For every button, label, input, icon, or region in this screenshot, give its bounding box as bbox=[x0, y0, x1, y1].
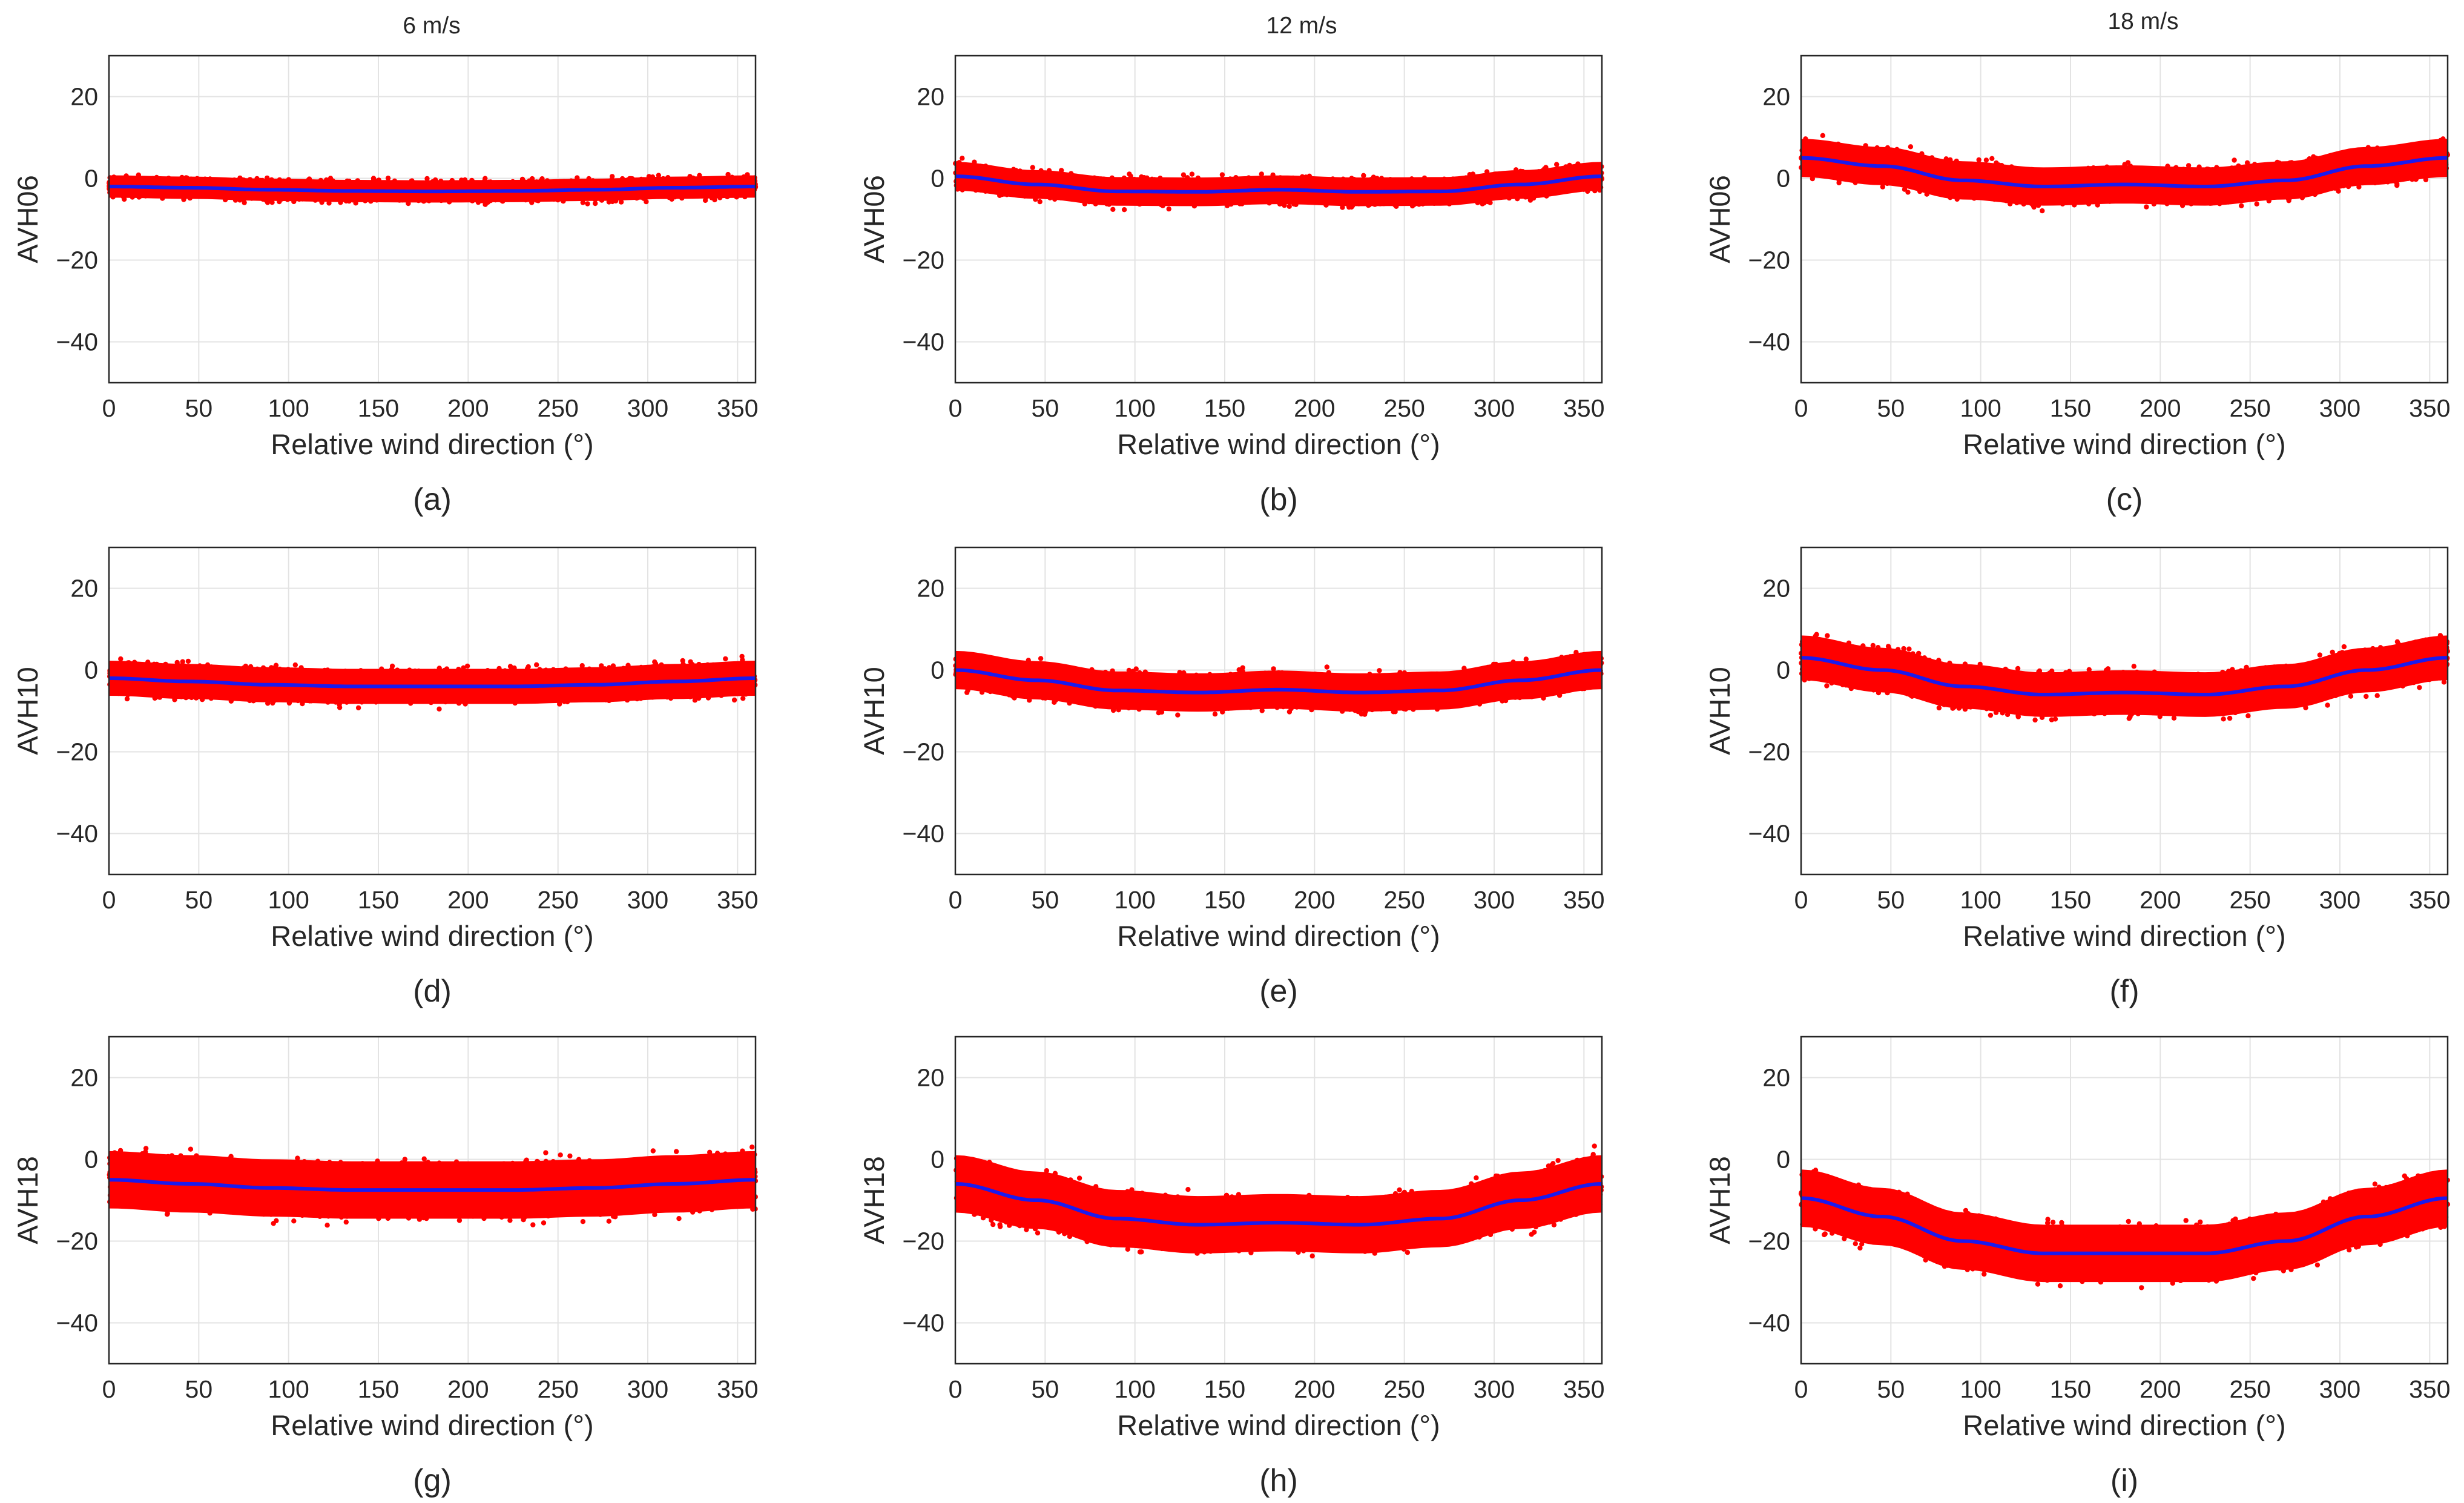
x-axis-label: Relative wind direction (°) bbox=[271, 428, 593, 460]
scatter-point bbox=[1554, 162, 1560, 167]
scatter-point bbox=[656, 173, 662, 178]
y-tick-label: 0 bbox=[84, 165, 98, 193]
panel-a: 0 50 100 150 200 250 300 350 −40 −20 0 20 Relative w… bbox=[12, 55, 759, 517]
x-tick-label: 100 bbox=[268, 394, 309, 422]
y-tick-label: −40 bbox=[56, 328, 98, 356]
x-tick-label: 200 bbox=[447, 394, 489, 422]
x-tick-label: 300 bbox=[627, 394, 668, 422]
scatter-point bbox=[483, 202, 488, 207]
y-axis-label: AVH06 bbox=[12, 175, 44, 263]
y-tick-label: −20 bbox=[56, 246, 98, 274]
x-tick-label: 50 bbox=[185, 394, 213, 422]
scatter-point bbox=[1361, 173, 1366, 178]
panel-label: (a) bbox=[413, 482, 452, 517]
scatter-point bbox=[1189, 171, 1195, 177]
scatter-point bbox=[960, 156, 965, 161]
column-title-18: 18 m/s bbox=[2107, 8, 2178, 35]
scatter-point bbox=[385, 176, 391, 181]
x-tick-label: 250 bbox=[537, 394, 578, 422]
scatter-point bbox=[1030, 165, 1035, 170]
column-title-6: 6 m/s bbox=[403, 13, 460, 39]
scatter-point bbox=[1219, 172, 1225, 177]
x-tick-label: 350 bbox=[717, 394, 758, 422]
scatter-point bbox=[1166, 206, 1171, 212]
scatter-point bbox=[1037, 199, 1043, 205]
x-tick-label: 150 bbox=[358, 394, 399, 422]
scatter-point bbox=[242, 200, 247, 205]
axes-frame bbox=[108, 55, 757, 384]
scatter-point bbox=[585, 201, 590, 206]
scatter-point bbox=[580, 200, 585, 205]
column-title-12: 12 m/s bbox=[1266, 13, 1337, 39]
scatter-point bbox=[1286, 203, 1292, 209]
y-tick-label: 20 bbox=[70, 83, 98, 111]
scatter-point bbox=[1121, 207, 1127, 213]
x-tick-label: 0 bbox=[102, 394, 116, 422]
scatter-point bbox=[593, 200, 598, 206]
